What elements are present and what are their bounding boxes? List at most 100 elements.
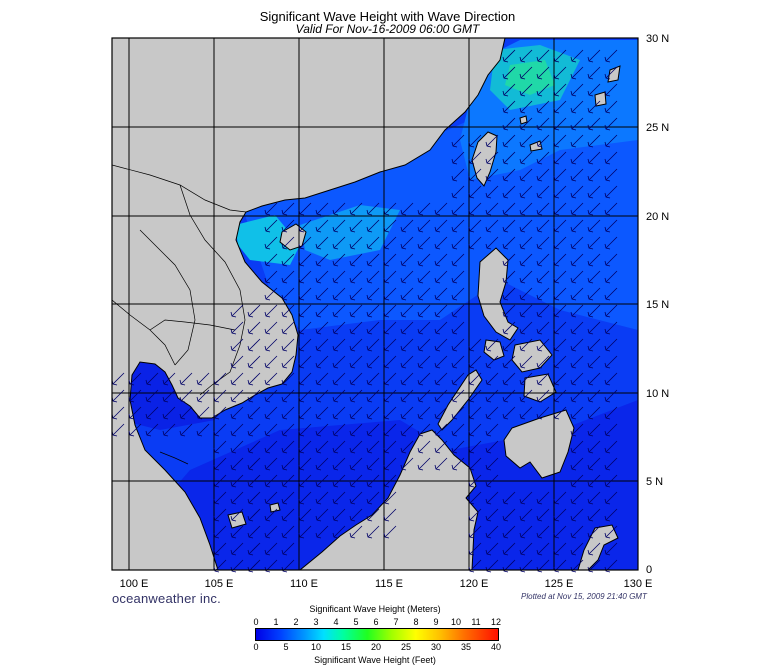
wave-direction-arrow [571,236,584,249]
wave-direction-arrow [129,406,142,419]
wave-direction-arrow [503,253,516,266]
wave-direction-arrow [299,304,312,317]
wave-direction-arrowhead [570,549,577,556]
wave-direction-arrowhead [502,362,509,369]
wave-direction-arrow [571,389,584,402]
wave-direction-arrowhead [213,549,220,556]
wave-direction-arrowhead [604,243,611,250]
wave-direction-arrowhead [417,226,424,233]
wave-direction-arrowhead [213,464,220,471]
wave-direction-arrowhead [587,396,594,403]
wave-direction-arrowhead [264,549,271,556]
wave-direction-arrow [384,270,397,283]
wave-direction-arrowhead [230,311,237,318]
wave-direction-arrowhead [570,90,577,97]
wave-direction-arrow [418,406,431,419]
wave-direction-arrow [571,287,584,300]
wave-direction-arrow [282,338,295,351]
wave-direction-arrow [384,389,397,402]
wave-direction-arrowhead [417,464,424,471]
wave-direction-arrow [588,253,601,266]
wave-direction-arrow [231,406,244,419]
wave-direction-arrow [367,389,380,402]
wave-direction-arrow [452,440,465,453]
wave-direction-arrow [605,355,618,368]
wave-direction-arrowhead [434,311,441,318]
wave-direction-arrow [197,423,210,436]
wave-direction-arrow [588,542,601,555]
wave-direction-arrowhead [502,124,509,131]
wave-direction-arrow [469,134,482,147]
wave-direction-arrow [282,525,295,538]
wave-direction-arrow [231,542,244,555]
wave-direction-arrow [605,185,618,198]
wave-direction-arrowhead [468,464,475,471]
wave-direction-arrowhead [587,209,594,216]
wave-direction-arrow [248,423,261,436]
wave-direction-arrow [350,389,363,402]
wave-direction-arrowhead [502,379,509,386]
wave-direction-arrowhead [247,413,254,420]
wave-direction-arrow [452,253,465,266]
wave-direction-arrowhead [485,396,492,403]
wave-direction-arrow [469,389,482,402]
wave-direction-arrow [401,253,414,266]
wave-direction-arrow [248,338,261,351]
wave-direction-arrow [350,236,363,249]
wave-direction-arrowhead [264,447,271,454]
wave-direction-arrowhead [230,464,237,471]
wave-direction-arrow [605,491,618,504]
wave-direction-arrowhead [264,260,271,267]
wave-direction-arrow [146,372,159,385]
wave-direction-arrow [588,270,601,283]
wave-direction-arrow [367,253,380,266]
wave-direction-arrowhead [604,56,611,63]
wave-direction-arrowhead [315,396,322,403]
wave-direction-arrow [537,508,550,521]
wave-direction-arrow [605,168,618,181]
wave-direction-arrow [333,219,346,232]
wave-direction-arrowhead [264,464,271,471]
wave-direction-arrowhead [451,243,458,250]
wave-direction-arrowhead [587,515,594,522]
wave-direction-arrowhead [230,566,237,573]
wave-direction-arrow [503,559,516,572]
meters-tick: 0 [253,617,259,627]
wave-direction-arrowhead [349,498,356,505]
wave-direction-arrowhead [417,396,424,403]
wave-direction-arrowhead [570,532,577,539]
wave-direction-arrow [384,219,397,232]
wave-direction-arrowhead [128,430,135,437]
wave-direction-arrowhead [315,277,322,284]
wave-direction-arrow [265,406,278,419]
wave-direction-arrow [588,355,601,368]
wave-direction-arrowhead [281,498,288,505]
wave-direction-arrowhead [264,379,271,386]
wave-direction-arrow [350,321,363,334]
wave-direction-arrowhead [519,243,526,250]
wave-direction-arrowhead [536,158,543,165]
wave-direction-arrowhead [434,430,441,437]
wave-direction-arrow [333,525,346,538]
wave-direction-arrow [605,321,618,334]
wave-direction-arrowhead [417,260,424,267]
lat-label: 10 N [646,388,669,400]
wave-direction-arrowhead [570,430,577,437]
wave-direction-arrow [588,185,601,198]
wave-direction-arrowhead [196,430,203,437]
wave-direction-arrowhead [587,498,594,505]
wave-direction-arrowhead [315,294,322,301]
wave-direction-arrowhead [281,311,288,318]
wave-direction-arrow [520,338,533,351]
meters-tick: 6 [373,617,379,627]
wave-direction-arrow [418,236,431,249]
wave-direction-arrowhead [553,141,560,148]
wave-direction-arrow [248,440,261,453]
wave-direction-arrowhead [383,498,390,505]
wave-direction-arrow [486,474,499,487]
lon-label: 130 E [624,578,653,590]
wave-direction-arrowhead [264,532,271,539]
wave-direction-arrowhead [570,515,577,522]
wave-direction-arrow [401,457,414,470]
wave-direction-arrow [554,406,567,419]
